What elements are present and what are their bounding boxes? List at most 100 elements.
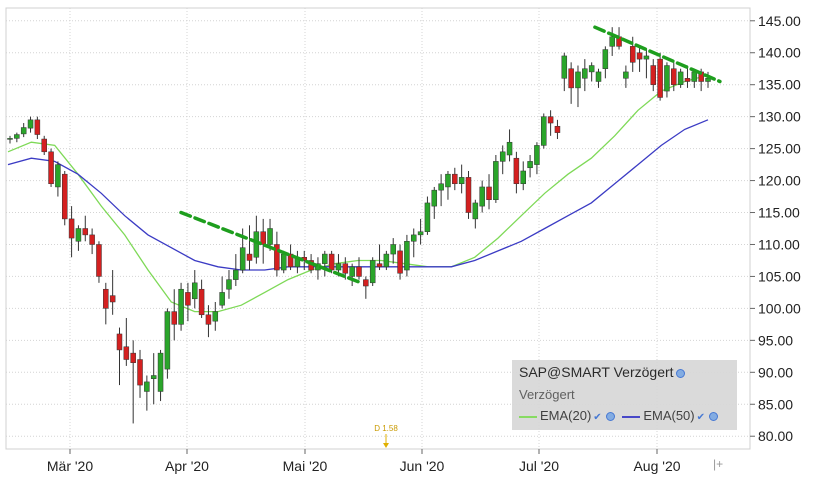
legend-subtitle: Verzögert: [519, 387, 575, 402]
candle-body: [219, 292, 225, 306]
ema20-swatch: [519, 415, 537, 418]
candle-body: [130, 352, 136, 363]
candle-body: [144, 381, 150, 392]
candle-body: [61, 173, 68, 220]
candle-body: [390, 244, 396, 255]
candle-body: [595, 71, 602, 82]
candle-body: [14, 134, 20, 139]
y-tick-label: 130.00: [758, 109, 801, 125]
candle-body: [280, 253, 287, 271]
x-tick-label: Mär '20: [47, 458, 93, 474]
trendline: [179, 210, 363, 285]
x-tick-label: Jul '20: [519, 458, 559, 474]
settings-icon[interactable]: [605, 412, 615, 422]
series-line-ema50: [7, 119, 709, 271]
candle-body: [452, 173, 458, 185]
y-tick-label: 120.00: [758, 173, 801, 189]
legend-items: EMA(20) ✔ EMA(50) ✔: [519, 408, 718, 423]
check-icon[interactable]: ✔: [696, 412, 705, 423]
info-icon[interactable]: [675, 368, 685, 378]
candle-body: [198, 288, 205, 316]
series-line-ema20: [7, 74, 709, 313]
plot-area: [5, 7, 751, 450]
candle-body: [34, 119, 41, 135]
y-tick-label: 100.00: [758, 300, 801, 316]
candle-body: [383, 253, 390, 268]
candle-body: [157, 352, 164, 392]
candle-body: [335, 263, 342, 271]
candle-body: [534, 145, 540, 165]
y-tick-label: 125.00: [758, 141, 801, 157]
candle-body: [397, 250, 403, 274]
candle-body: [438, 183, 444, 191]
candle-body: [705, 78, 711, 82]
candle-body: [226, 279, 232, 290]
candle-body: [48, 151, 54, 185]
y-tick-label: 85.00: [758, 396, 793, 412]
candle-body: [691, 71, 698, 82]
candle-body: [568, 68, 574, 89]
candle-body: [657, 58, 663, 98]
candle-body: [68, 218, 75, 239]
candle-body: [671, 68, 677, 85]
candle-body: [212, 311, 219, 322]
candle-body: [643, 55, 650, 60]
candle-body: [171, 311, 177, 325]
candle-body: [609, 36, 615, 47]
candle-body: [629, 46, 636, 63]
candle-body: [636, 52, 643, 60]
candle-body: [75, 228, 82, 242]
candle-body: [137, 359, 143, 386]
candle-body: [96, 244, 102, 277]
candle-body: [267, 228, 273, 245]
candle-body: [356, 266, 362, 277]
candle-body: [287, 253, 294, 268]
x-tick-label: Jun '20: [400, 458, 445, 474]
candle-body: [499, 151, 506, 162]
legend-item-ema50[interactable]: EMA(50): [643, 408, 695, 423]
candle-body: [239, 247, 246, 271]
candle-body: [246, 253, 253, 261]
candle-body: [7, 138, 13, 140]
y-tick-label: 90.00: [758, 364, 793, 380]
ema50-swatch: [622, 415, 641, 418]
candle-body: [89, 234, 95, 245]
candle-body: [575, 71, 581, 89]
candle-body: [417, 231, 424, 236]
check-icon[interactable]: ✔: [593, 412, 602, 423]
candle-body: [479, 186, 485, 207]
candle-body: [472, 202, 479, 220]
candle-body: [602, 49, 609, 69]
candle-body: [493, 161, 499, 200]
candle-body: [424, 202, 431, 232]
candle-body: [164, 311, 171, 370]
legend-item-ema20[interactable]: EMA(20): [540, 408, 592, 423]
y-tick-label: 115.00: [758, 205, 800, 221]
candle-body: [205, 314, 212, 325]
y-tick-label: 80.00: [758, 428, 793, 444]
candle-body: [260, 231, 266, 245]
x-tick-label: Aug '20: [633, 458, 680, 474]
candle-body: [178, 288, 184, 325]
candle-body: [677, 71, 684, 85]
candle-body: [404, 241, 410, 271]
y-tick-label: 145.00: [758, 13, 801, 29]
legend: SAP@SMART Verzögert Verzögert EMA(20) ✔ E…: [512, 360, 737, 430]
candle-body: [527, 161, 533, 169]
candle-body: [582, 68, 588, 79]
candle-body: [506, 141, 513, 156]
candle-body: [185, 292, 191, 306]
x-tick-label: Apr '20: [165, 458, 209, 474]
candle-body: [322, 253, 328, 264]
dividend-label: D 1.58: [374, 424, 398, 433]
settings-icon[interactable]: [709, 412, 718, 422]
candle-body: [342, 263, 349, 274]
candle-body: [486, 186, 492, 200]
candle-body: [233, 269, 239, 280]
candle-body: [55, 164, 61, 188]
candle-body: [20, 127, 27, 135]
candle-body: [664, 65, 670, 92]
candle-body: [561, 55, 568, 79]
candle-body: [445, 173, 451, 188]
